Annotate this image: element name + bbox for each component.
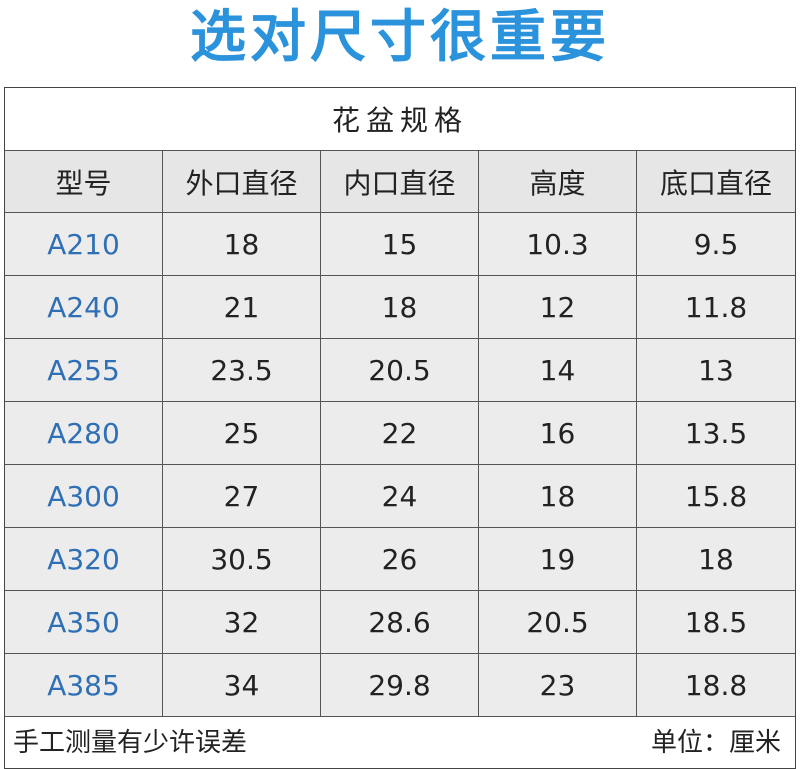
column-header: 底口直径 <box>637 151 795 213</box>
value-cell: 13 <box>637 339 795 402</box>
value-cell: 22 <box>321 402 479 465</box>
value-cell: 11.8 <box>637 276 795 339</box>
model-cell: A385 <box>5 654 163 717</box>
value-cell: 19 <box>479 528 637 591</box>
value-cell: 21 <box>163 276 321 339</box>
column-header: 外口直径 <box>163 151 321 213</box>
value-cell: 27 <box>163 465 321 528</box>
value-cell: 20.5 <box>321 339 479 402</box>
value-cell: 29.8 <box>321 654 479 717</box>
value-cell: 26 <box>321 528 479 591</box>
model-cell: A300 <box>5 465 163 528</box>
value-cell: 34 <box>163 654 321 717</box>
value-cell: 23 <box>479 654 637 717</box>
value-cell: 10.3 <box>479 213 637 276</box>
column-header: 内口直径 <box>321 151 479 213</box>
model-cell: A280 <box>5 402 163 465</box>
value-cell: 9.5 <box>637 213 795 276</box>
value-cell: 14 <box>479 339 637 402</box>
title: 选对尺寸很重要 <box>190 5 610 70</box>
value-cell: 25 <box>163 402 321 465</box>
value-cell: 18 <box>637 528 795 591</box>
value-cell: 18.5 <box>637 591 795 654</box>
spec-table: 手工测量有少许误差 单位：厘米 花盆规格 型号 外口直径 内口直径 高度 底口直径 A210… <box>4 87 796 769</box>
value-cell: 18 <box>479 465 637 528</box>
value-cell: 12 <box>479 276 637 339</box>
footer-note: 手工测量有少许误差 <box>13 728 248 758</box>
value-cell: 18 <box>163 213 321 276</box>
value-cell: 15.8 <box>637 465 795 528</box>
value-cell: 20.5 <box>479 591 637 654</box>
model-cell: A240 <box>5 276 163 339</box>
model-cell: A255 <box>5 339 163 402</box>
value-cell: 30.5 <box>163 528 321 591</box>
value-cell: 15 <box>321 213 479 276</box>
model-cell: A210 <box>5 213 163 276</box>
table-caption: 花盆规格 <box>5 88 795 151</box>
model-cell: A320 <box>5 528 163 591</box>
value-cell: 18.8 <box>637 654 795 717</box>
model-cell: A350 <box>5 591 163 654</box>
value-cell: 28.6 <box>321 591 479 654</box>
value-cell: 24 <box>321 465 479 528</box>
value-cell: 18 <box>321 276 479 339</box>
value-cell: 32 <box>163 591 321 654</box>
value-cell: 16 <box>479 402 637 465</box>
column-header: 高度 <box>479 151 637 213</box>
footer-unit: 单位：厘米 <box>650 728 781 758</box>
value-cell: 23.5 <box>163 339 321 402</box>
column-header: 型号 <box>5 151 163 213</box>
value-cell: 13.5 <box>637 402 795 465</box>
